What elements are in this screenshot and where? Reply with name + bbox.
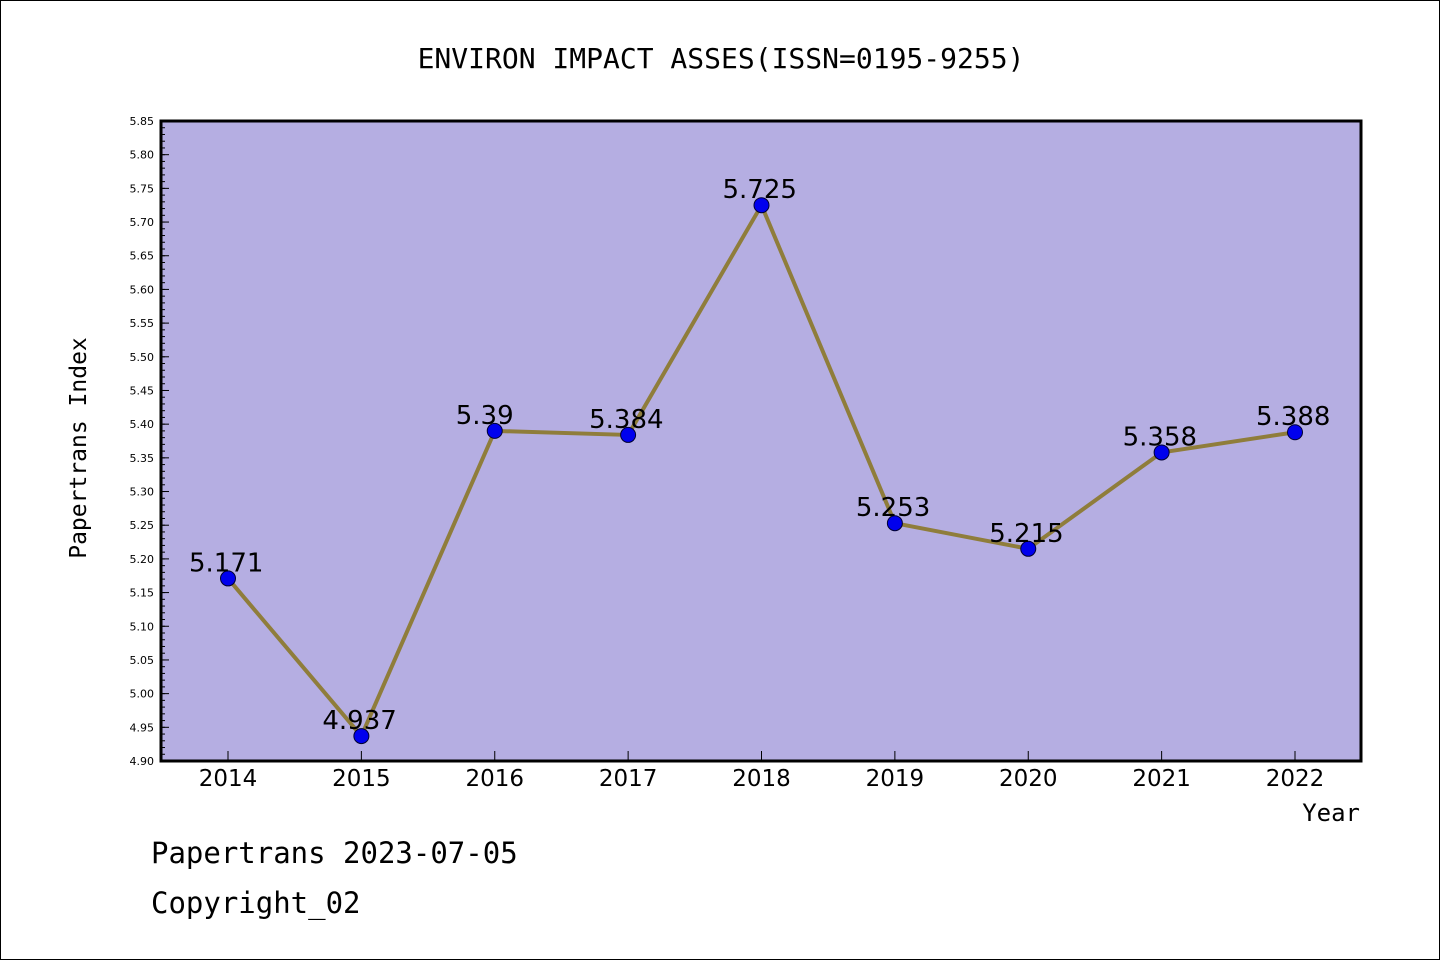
y-axis: 4.90 4.95 5.00 5.05 5.10 5.15 5.20 5.25 5.30 5.35…	[130, 115, 169, 768]
data-point-marker	[886, 515, 903, 532]
x-tick-label: 2022	[1266, 766, 1325, 792]
data-point-marker	[1287, 424, 1303, 441]
y-tick-label: 5.65	[130, 250, 155, 263]
y-tick-label: 5.75	[130, 182, 155, 195]
data-value-label: 5.384	[589, 405, 663, 435]
y-tick-label: 5.70	[130, 216, 155, 229]
data-point-marker	[486, 422, 503, 439]
data-value-label: 5.388	[1256, 402, 1330, 432]
y-tick-label: 5.05	[130, 654, 155, 667]
x-tick-label: 2018	[732, 766, 791, 792]
data-value-label: 5.39	[456, 401, 514, 431]
y-tick-label: 5.50	[130, 351, 155, 364]
x-tick-label: 2015	[332, 766, 391, 792]
data-value-label: 5.253	[856, 493, 930, 523]
data-point-marker	[220, 570, 236, 587]
y-tick-label: 5.20	[130, 553, 155, 566]
x-axis: 2014 2015 2016 2017 2018 2019 2020 2021 2022	[199, 751, 1325, 792]
data-value-label: 4.937	[322, 706, 396, 736]
data-point-marker	[753, 197, 770, 214]
y-tick-label: 4.90	[130, 755, 155, 768]
x-tick-label: 2020	[999, 766, 1058, 792]
data-value-label: 5.358	[1123, 422, 1197, 452]
y-axis-label: Papertrans Index	[66, 337, 92, 559]
y-tick-label: 5.40	[130, 418, 155, 431]
x-tick-label: 2017	[599, 766, 658, 792]
y-tick-label: 5.10	[130, 620, 155, 633]
x-tick-label: 2014	[199, 766, 258, 792]
data-point-marker	[353, 728, 370, 745]
y-tick-label: 4.95	[130, 721, 155, 734]
x-tick-label: 2019	[866, 766, 925, 792]
y-tick-label: 5.85	[130, 115, 155, 128]
data-point-marker	[620, 426, 637, 443]
y-tick-label: 5.25	[130, 519, 155, 532]
x-tick-label: 2016	[465, 766, 524, 792]
data-value-label: 5.725	[723, 175, 797, 205]
y-tick-label: 5.60	[130, 283, 155, 296]
series-markers-group	[220, 197, 1303, 745]
y-tick-label: 5.55	[130, 317, 155, 330]
x-tick-label: 2021	[1132, 766, 1191, 792]
y-tick-label: 5.35	[130, 452, 155, 465]
data-value-label: 5.215	[989, 519, 1063, 549]
plot-area	[161, 121, 1361, 761]
y-tick-label: 5.15	[130, 587, 155, 600]
y-tick-label: 5.45	[130, 384, 155, 397]
x-axis-label: Year	[1302, 799, 1360, 827]
chart-title: ENVIRON IMPACT ASSES(ISSN=0195-9255)	[418, 42, 1025, 75]
y-tick-label: 5.30	[130, 486, 155, 499]
footer-date-line: Papertrans 2023-07-05	[151, 836, 518, 870]
data-labels-group: 5.171 4.937 5.39 5.384 5.725 5.253 5.215 5.358 5…	[189, 175, 1330, 736]
footer-copyright: Copyright_02	[151, 886, 361, 920]
y-tick-label: 5.00	[130, 688, 155, 701]
data-point-marker	[1153, 444, 1170, 461]
plot-frame	[159, 119, 1363, 763]
y-tick-label: 5.80	[130, 149, 155, 162]
data-value-label: 5.171	[189, 548, 263, 578]
data-point-marker	[1020, 540, 1037, 557]
